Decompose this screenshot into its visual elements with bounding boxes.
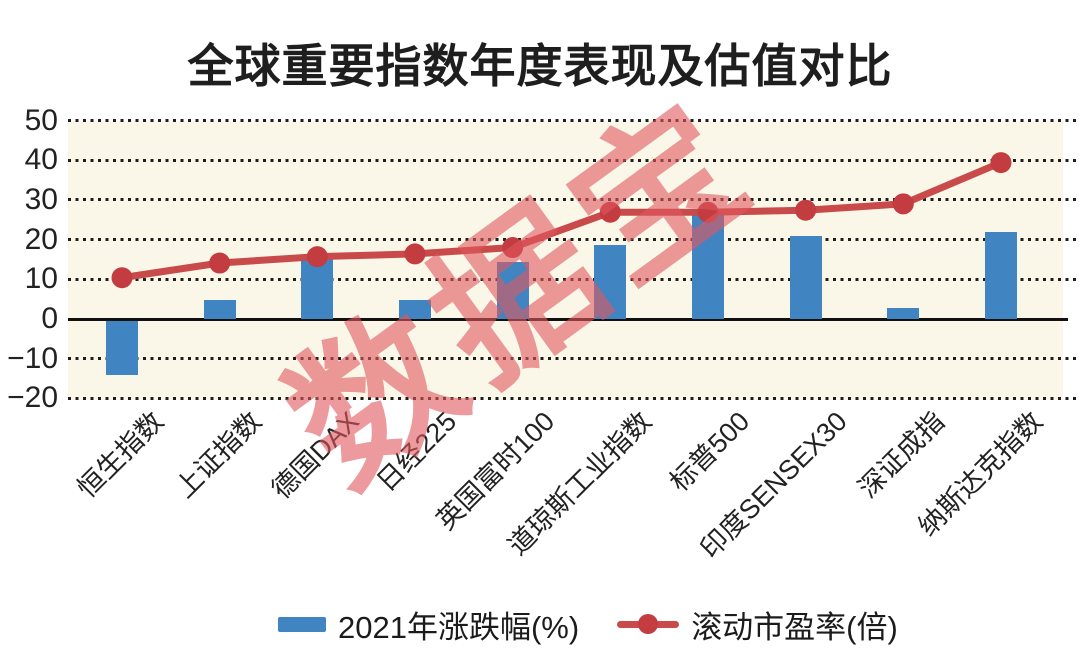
legend-bar-swatch-icon xyxy=(278,616,326,632)
line-point xyxy=(209,252,231,274)
bar xyxy=(398,299,431,319)
line-point xyxy=(795,199,817,221)
line-point xyxy=(697,201,719,223)
chart-title: 全球重要指数年度表现及估值对比 xyxy=(187,40,893,92)
bar xyxy=(789,235,822,319)
line-point xyxy=(502,237,524,259)
bar xyxy=(984,231,1017,319)
bar xyxy=(691,212,724,319)
legend-line-marker-icon xyxy=(617,613,680,635)
gridline xyxy=(68,198,1080,202)
gridline xyxy=(68,357,1080,361)
legend: 2021年涨跌幅(%) 滚动市盈率(倍) xyxy=(278,604,898,645)
y-axis-tick-label: 30 xyxy=(24,182,58,216)
line-point xyxy=(404,243,426,265)
line-point xyxy=(892,193,914,215)
y-axis-tick-label: 20 xyxy=(24,222,58,256)
line-point xyxy=(306,246,328,268)
zero-line xyxy=(68,317,1068,321)
y-axis-tick-label: −10 xyxy=(7,341,58,375)
gridline xyxy=(68,396,1080,400)
bar xyxy=(203,299,236,319)
y-axis-tick-label: 10 xyxy=(24,262,58,296)
legend-line-dot-icon xyxy=(638,614,659,634)
legend-line-label: 滚动市盈率(倍) xyxy=(691,609,898,645)
gridline xyxy=(68,277,1080,281)
bar xyxy=(887,308,920,319)
line-point xyxy=(599,201,621,223)
bar xyxy=(594,244,627,319)
line-point xyxy=(111,267,133,289)
y-axis-tick-label: −20 xyxy=(7,381,58,415)
bar xyxy=(106,320,138,375)
y-axis-tick-label: 50 xyxy=(24,103,58,137)
bar xyxy=(496,262,529,319)
pe-line xyxy=(118,159,1005,282)
gridline xyxy=(68,158,1080,162)
y-axis-tick-label: 40 xyxy=(24,143,58,177)
line-point xyxy=(990,152,1012,174)
gridline xyxy=(68,119,1080,122)
legend-bar-label: 2021年涨跌幅(%) xyxy=(338,609,580,645)
gridline xyxy=(68,238,1080,242)
y-axis-tick-label: 0 xyxy=(41,302,58,335)
